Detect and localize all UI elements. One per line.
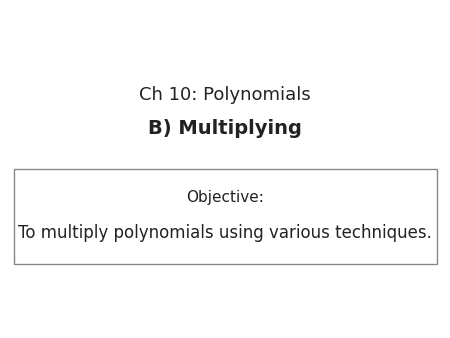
Text: B) Multiplying: B) Multiplying [148,119,302,138]
Text: To multiply polynomials using various techniques.: To multiply polynomials using various te… [18,224,432,242]
FancyBboxPatch shape [14,169,436,264]
Text: Objective:: Objective: [186,190,264,205]
Text: Ch 10: Polynomials: Ch 10: Polynomials [139,86,311,104]
